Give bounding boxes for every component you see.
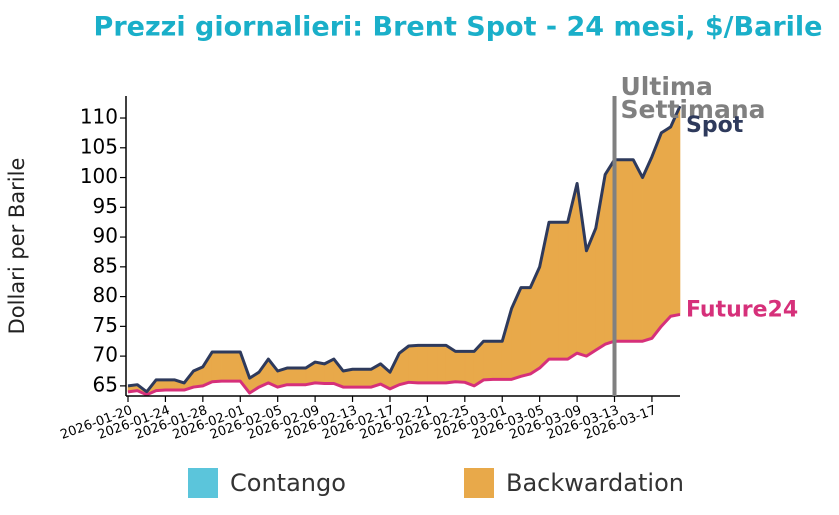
y-tick-label: 110 <box>80 105 118 129</box>
spread-area <box>361 368 372 388</box>
spread-area <box>642 156 653 342</box>
spread-area <box>501 308 512 380</box>
y-tick-label: 100 <box>80 164 118 188</box>
y-tick-label: 90 <box>93 224 118 248</box>
spread-area <box>492 340 503 380</box>
legend-label: Backwardation <box>506 469 684 497</box>
spread-area <box>548 221 559 360</box>
spread-area <box>408 345 419 384</box>
marker-label: Ultima <box>621 72 713 101</box>
spread-area <box>352 368 363 388</box>
spread-area <box>221 351 232 382</box>
spread-area <box>670 105 681 317</box>
spread-area <box>436 345 447 384</box>
y-tick-label: 80 <box>93 283 118 307</box>
legend-swatch <box>188 468 218 498</box>
y-tick-label: 105 <box>80 134 118 158</box>
spread-area <box>455 351 466 383</box>
series-label: Future24 <box>686 297 798 322</box>
y-tick-label: 95 <box>93 194 118 218</box>
spread-area <box>520 287 531 377</box>
spread-area <box>286 367 297 385</box>
spread-area <box>427 345 438 384</box>
spread-area <box>464 351 475 387</box>
spread-area <box>660 126 671 328</box>
spread-area <box>558 221 569 360</box>
y-tick-label: 85 <box>93 253 118 277</box>
y-tick-label: 70 <box>93 343 118 367</box>
y-axis-label: Dollari per Barile <box>5 158 29 335</box>
spread-area <box>165 379 176 391</box>
series-label: Spot <box>686 113 744 138</box>
series-line <box>127 105 682 394</box>
spread-area <box>567 183 578 360</box>
spread-area <box>211 351 222 383</box>
spread-area <box>632 159 643 342</box>
series-line <box>127 312 681 397</box>
spread-area <box>483 340 494 381</box>
y-tick-label: 65 <box>93 372 118 396</box>
legend-swatch <box>464 468 494 498</box>
legend-label: Contango <box>230 469 346 497</box>
spread-area <box>296 367 307 385</box>
spread-area <box>314 361 325 384</box>
chart-title: Prezzi giornalieri: Brent Spot - 24 mesi… <box>94 12 823 43</box>
spread-area <box>623 159 634 342</box>
spread-area <box>651 132 662 340</box>
spread-area <box>230 351 241 382</box>
y-tick-label: 75 <box>93 313 118 337</box>
marker-label: Settimana <box>621 95 766 124</box>
spread-area <box>417 345 428 384</box>
